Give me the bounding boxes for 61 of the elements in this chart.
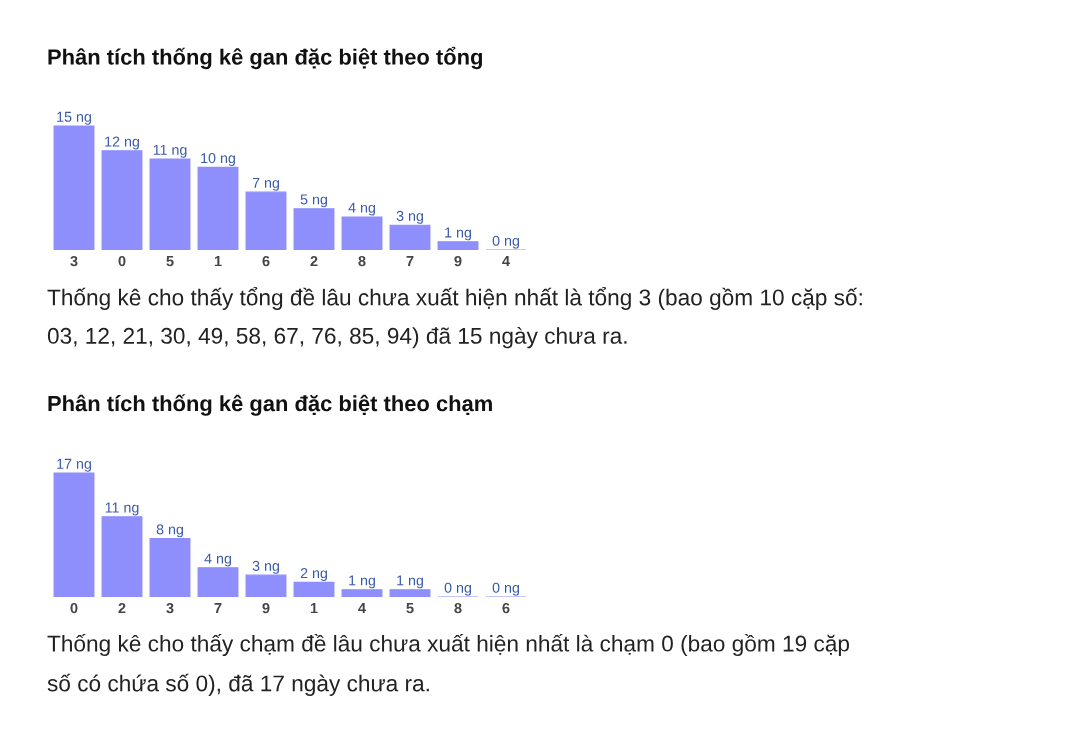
bar — [149, 158, 191, 250]
x-tick-label: 8 — [358, 255, 366, 267]
bar — [245, 574, 287, 597]
data-label: 0 ng — [492, 235, 519, 249]
bar — [53, 125, 95, 250]
x-tick-label: 9 — [454, 255, 462, 267]
data-label: 4 ng — [204, 553, 231, 567]
bar — [197, 166, 239, 250]
chart-title: Phân tích thống kê gan đặc biệt theo chạm — [48, 394, 492, 416]
data-label: 11 ng — [105, 502, 139, 516]
x-tick-label: 8 — [454, 602, 462, 614]
data-label: 5 ng — [300, 194, 327, 208]
data-label: 0 ng — [444, 582, 471, 596]
bar — [437, 241, 479, 250]
data-label: 15 ng — [57, 111, 91, 125]
bar — [341, 216, 383, 250]
x-tick-label: 1 — [310, 603, 318, 614]
x-tick-label: 3 — [166, 602, 174, 614]
bar — [101, 150, 143, 250]
text: Thống kê cho thấy tổng đề lâu chưa xuất hiện nhất là tổng 3 (bao gồm 10 cặp số: 03, 12, 21, 30, 49, 58, 67, 76, 85, 94) đã 15 ngày chưa ra. — [47, 287, 862, 349]
x-tick-label: 1 — [214, 256, 222, 267]
data-label: 0 ng — [492, 582, 519, 596]
x-tick-label: 4 — [502, 256, 510, 267]
x-tick-label: 0 — [70, 602, 78, 614]
data-label: 12 ng — [105, 136, 139, 150]
bar — [389, 224, 431, 250]
bar — [53, 472, 95, 597]
x-tick-label: 7 — [214, 603, 222, 614]
data-label: 7 ng — [252, 177, 279, 191]
x-tick-label: 5 — [406, 603, 414, 614]
data-label: 11 ng — [153, 144, 187, 158]
x-tick-label: 6 — [262, 255, 270, 267]
bar — [293, 581, 335, 597]
x-tick-label: 0 — [118, 255, 126, 267]
data-label: 4 ng — [348, 202, 375, 216]
x-tick-label: 3 — [70, 255, 78, 267]
data-label: 1 ng — [397, 575, 423, 589]
bar — [389, 589, 431, 597]
x-tick-label: 4 — [358, 603, 366, 614]
x-tick-label: 7 — [406, 256, 414, 267]
x-tick-label: 2 — [310, 255, 318, 267]
data-label: 3 ng — [396, 210, 423, 224]
x-tick-label: 9 — [262, 602, 270, 614]
x-tick-label: 2 — [118, 602, 126, 614]
data-label: 1 ng — [445, 227, 471, 241]
x-tick-label: 6 — [502, 602, 510, 614]
data-label: 1 ng — [349, 575, 375, 589]
bar — [197, 567, 239, 597]
data-label: 10 ng — [201, 153, 235, 166]
data-label: 17 ng — [57, 458, 91, 472]
data-label: 2 ng — [300, 568, 327, 582]
chart-title: Phân tích thống kê gan đặc biệt theo tổng — [48, 46, 482, 70]
bar — [149, 538, 191, 597]
data-label: 3 ng — [252, 560, 279, 574]
text: Thống kê cho thấy chạm đề lâu chưa xuất hiện nhất là chạm 0 (bao gồm 19 cặp số có chứa số 0), đã 17 ngày chưa ra. — [47, 634, 850, 696]
bar — [245, 191, 287, 250]
bar — [101, 516, 143, 597]
x-tick-label: 5 — [166, 256, 174, 267]
bar — [293, 208, 335, 250]
data-label: 8 ng — [156, 524, 183, 538]
bar — [341, 589, 383, 597]
